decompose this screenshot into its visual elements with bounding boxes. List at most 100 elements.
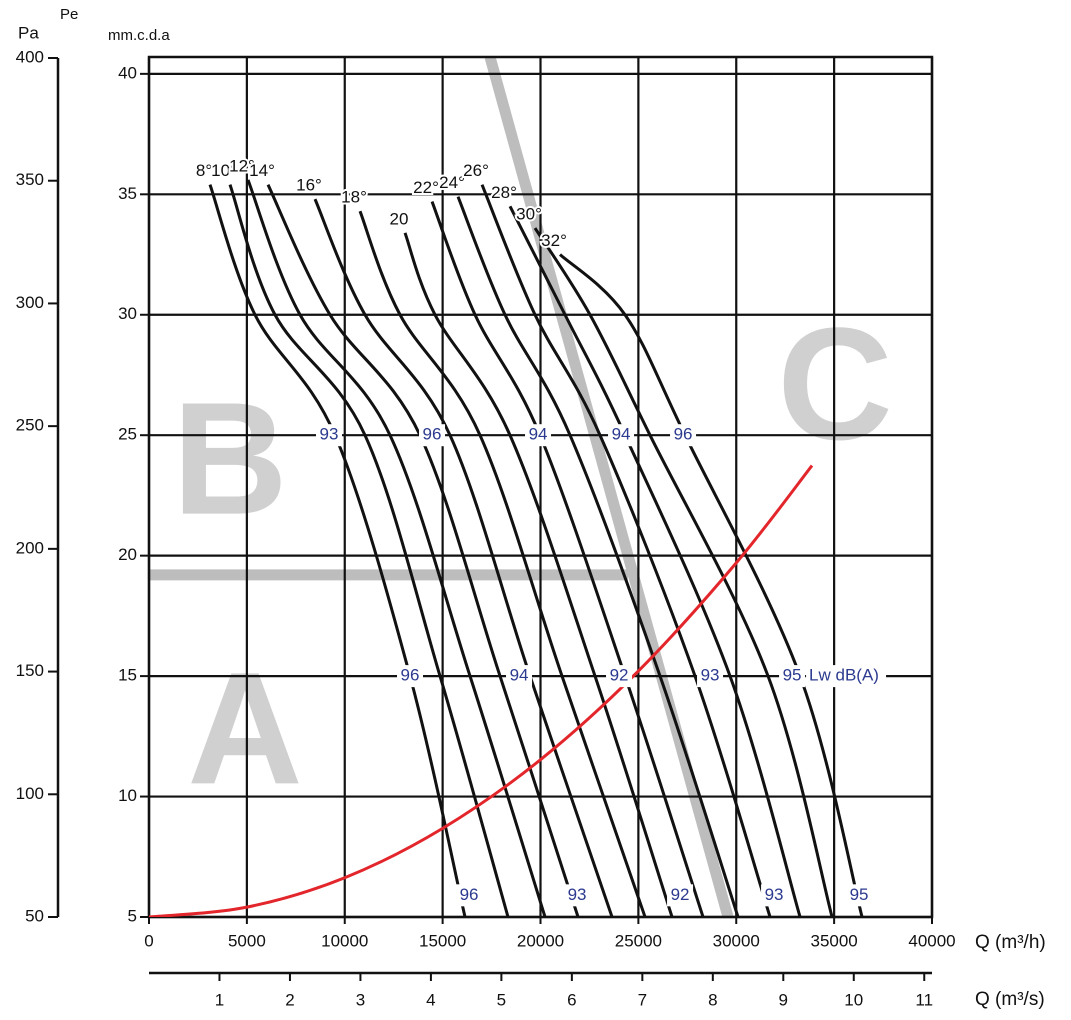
blade-curve [508, 205, 802, 917]
x-tick-label: 5000 [228, 931, 266, 950]
x2-tick-label: 3 [356, 990, 365, 1009]
blade-angle-label: 14° [249, 161, 275, 180]
blade-curve [246, 179, 547, 917]
y2-tick-label: 50 [25, 906, 44, 925]
sound-label: 94 [510, 666, 529, 685]
y2-tick-label: 100 [16, 784, 44, 803]
y2-tick-label: 400 [16, 47, 44, 66]
x-tick-label: 20000 [517, 931, 564, 950]
x-tick-label: 35000 [810, 931, 857, 950]
sound-label-bg [456, 884, 483, 907]
blade-angle-label: 24° [439, 173, 465, 192]
labels: 0 5000 10000 15000 20000 25000 30000 35000 40000… [16, 47, 956, 1009]
x2-tick-label: 11 [915, 990, 933, 1009]
x2-tick-label: 5 [497, 990, 506, 1009]
sound-unit: Lw dB(A) [809, 666, 879, 685]
sound-label-bg [525, 424, 552, 447]
blade-angle-label: 12° [229, 156, 255, 175]
blade-curve [228, 184, 510, 917]
y-tick-label: 10 [118, 786, 137, 805]
y2-tick-label: 200 [16, 538, 44, 557]
y-tick-label: 25 [118, 425, 137, 444]
y-tick-label: 15 [118, 666, 137, 685]
blade-angle-label: 16° [296, 176, 322, 195]
blade-angle-label: 20 [390, 209, 409, 228]
sound-label-bg [846, 884, 873, 907]
y-tick-label: 40 [118, 63, 137, 82]
sound-label-bg [606, 665, 633, 688]
sound-label: 92 [610, 666, 629, 685]
sound-label: 93 [701, 666, 720, 685]
x2-tick-label: 7 [638, 990, 647, 1009]
sound-label-bg [697, 665, 724, 688]
blade-curve [403, 232, 674, 917]
zone-boundary [484, 57, 734, 917]
blade-curve [208, 184, 467, 917]
x-tick-label: 15000 [419, 931, 466, 950]
x2-tick-label: 9 [779, 990, 788, 1009]
zones: AB C [149, 57, 893, 917]
sound-label: 93 [568, 885, 587, 904]
curves [149, 179, 864, 917]
x-axis-title: Q (m³/h) [975, 932, 1046, 953]
blade-angle-label: 26° [463, 161, 489, 180]
sound-label-bg [670, 424, 697, 447]
blade-curve [558, 253, 864, 917]
blade-angle-label: 22° [413, 178, 439, 197]
zone-label: B [172, 369, 288, 548]
x-tick-label: 0 [144, 931, 153, 950]
sound-label-bg [316, 424, 343, 447]
x-tick-label: 30000 [713, 931, 760, 950]
blade-curve [480, 184, 772, 917]
sound-label: 93 [765, 885, 784, 904]
y-tick-label: 30 [118, 304, 137, 323]
sound-label: 92 [671, 885, 690, 904]
blade-angle-label: 30° [516, 205, 542, 224]
sound-label-bg [761, 884, 788, 907]
sound-label: 96 [423, 425, 442, 444]
blade-angle-label: 8° [196, 161, 212, 180]
y2-tick-label: 250 [16, 416, 44, 435]
x2-tick-label: 2 [285, 990, 294, 1009]
x2-tick-label: 1 [215, 990, 224, 1009]
blade-angle-label: 10° [211, 161, 237, 180]
sound-label: 96 [401, 666, 420, 685]
y2-tick-label: 150 [16, 661, 44, 680]
plot-frame [147, 55, 934, 919]
sound-label-bg [564, 884, 591, 907]
blade-angle-label: 18° [341, 188, 367, 207]
zone-label: A [187, 638, 303, 817]
x2-tick-label: 8 [708, 990, 717, 1009]
x2-tick-label: 10 [844, 990, 863, 1009]
sound-label: 96 [460, 885, 479, 904]
x-tick-label: 40000 [908, 931, 955, 950]
sound-unit-bg [806, 665, 887, 688]
y2-tick-label: 350 [16, 170, 44, 189]
sound-label-bg [779, 665, 806, 688]
blade-curve [456, 196, 740, 917]
sound-label-bg [506, 665, 533, 688]
sound-label: 96 [674, 425, 693, 444]
blade-angle-label: 32° [541, 231, 567, 250]
x2-axis-title: Q (m³/s) [975, 989, 1045, 1010]
blade-curve [430, 201, 705, 917]
sound-label-bg [667, 884, 694, 907]
y2-tick-label: 300 [16, 293, 44, 312]
sound-label-bg [397, 665, 424, 688]
y-tick-label: 35 [118, 184, 137, 203]
y-tick-label: 5 [128, 906, 137, 925]
sound-label: 95 [850, 885, 869, 904]
sound-label: 95 [783, 666, 802, 685]
blade-curve [313, 198, 614, 917]
sound-label: 94 [612, 425, 631, 444]
sound-label-bg [608, 424, 635, 447]
blade-curve [533, 227, 834, 917]
blade-curve [358, 210, 647, 917]
sound-label: 94 [529, 425, 548, 444]
system-curve [149, 464, 814, 917]
y2-axis-unit: Pa [18, 23, 39, 42]
y-axis-title: mm.c.d.a [108, 27, 170, 44]
y-tick-label: 20 [118, 545, 137, 564]
blade-angle-label: 28° [491, 183, 517, 202]
